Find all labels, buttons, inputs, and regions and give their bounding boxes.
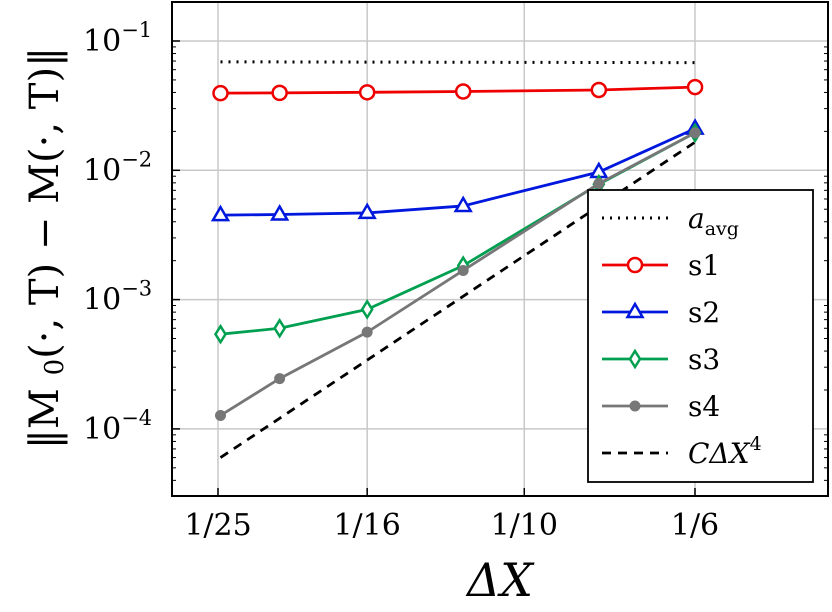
data-point (686, 78, 704, 96)
series-layer (210, 60, 705, 459)
x-tick-label: 1/16 (333, 508, 400, 543)
series-4 (214, 127, 701, 421)
series-0 (220, 60, 696, 65)
y-tick-label: 10−3 (83, 277, 152, 318)
data-point (454, 83, 472, 100)
plot-area-frame (171, 1, 829, 497)
legend-entry-3: s3 (602, 343, 720, 376)
legend-marker (628, 348, 642, 370)
y-tick-label: 10−4 (83, 406, 152, 447)
data-point (269, 204, 290, 221)
legend-label: CΔX4 (688, 433, 762, 470)
legend-marker (629, 400, 641, 412)
data-point (361, 326, 373, 338)
data-point (590, 81, 608, 99)
data-point (214, 409, 226, 421)
legend-marker (626, 256, 644, 274)
data-point (274, 373, 286, 385)
series-line (219, 131, 696, 417)
x-tick-label: 1/6 (671, 508, 719, 543)
data-point (210, 204, 231, 222)
legend-entry-0: aavg (602, 202, 739, 240)
y-tick-label: 10−1 (83, 18, 152, 59)
legend-entry-1: s1 (602, 249, 720, 282)
legend: aavg s1 s2 s3 s4 CΔX4 (587, 189, 814, 483)
series-line (220, 60, 696, 65)
data-point (357, 202, 377, 220)
legend-entry-4: s4 (602, 390, 720, 423)
legend-label: s4 (688, 390, 720, 423)
data-point (689, 127, 701, 139)
data-point (453, 195, 473, 213)
legend-label: s2 (688, 296, 720, 329)
ticks: 1/25 1/16 1/10 1/6 10−1 10−2 10−3 10−4 (83, 18, 828, 543)
data-point (273, 317, 287, 339)
legend-entry-5: CΔX4 (602, 433, 762, 470)
legend-label: s3 (688, 343, 720, 376)
data-point (360, 299, 374, 320)
x-tick-label: 1/10 (491, 508, 558, 543)
series-line (220, 127, 696, 217)
data-point (214, 323, 227, 345)
y-tick-label: 10−2 (83, 147, 152, 188)
legend-box (587, 189, 814, 483)
legend-label: s1 (688, 249, 720, 282)
data-point (358, 84, 376, 101)
data-point (212, 84, 229, 102)
y-axis-label: ‖M 0(·, T) − M(·, T)‖ (22, 47, 70, 449)
series-1 (212, 78, 704, 102)
legend-marker (625, 301, 645, 319)
x-axis-label: ΔX (465, 553, 535, 607)
series-line (220, 85, 696, 95)
data-point (457, 264, 469, 276)
data-point (593, 178, 605, 190)
legend-entry-2: s2 (602, 296, 720, 329)
data-point (271, 84, 288, 102)
x-tick-label: 1/25 (184, 508, 251, 543)
legend-label: aavg (688, 202, 739, 240)
